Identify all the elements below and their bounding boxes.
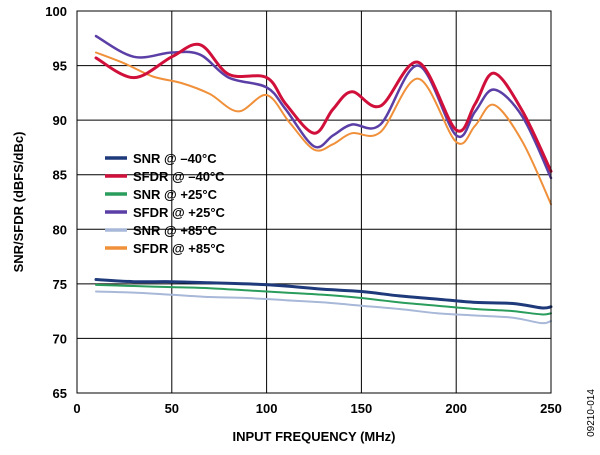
legend-label: SNR @ +85°C bbox=[133, 223, 218, 238]
series-line-4 bbox=[95, 290, 552, 325]
legend-label: SNR @ –40°C bbox=[133, 151, 217, 166]
legend-label: SNR @ +25°C bbox=[133, 187, 218, 202]
legend-label: SFDR @ +85°C bbox=[133, 241, 226, 256]
y-tick-label: 90 bbox=[53, 113, 67, 128]
series-line-1 bbox=[94, 42, 553, 173]
series-line-3 bbox=[94, 34, 553, 180]
series-line-0 bbox=[94, 278, 553, 310]
x-tick-label: 200 bbox=[445, 401, 467, 416]
y-tick-label: 85 bbox=[53, 168, 67, 183]
y-tick-label: 95 bbox=[53, 59, 67, 74]
x-axis-title: INPUT FREQUENCY (MHz) bbox=[233, 429, 396, 444]
legend: SNR @ –40°C SFDR @ –40°C SNR @ +25°C SFDR @… bbox=[105, 151, 226, 256]
y-tick-label: 65 bbox=[53, 386, 67, 401]
y-tick-label: 100 bbox=[45, 4, 67, 19]
y-axis-title: SNR/SFDR (dBFS/dBc) bbox=[11, 132, 26, 273]
legend-label: SFDR @ –40°C bbox=[133, 169, 225, 184]
y-tick-label: 75 bbox=[53, 277, 67, 292]
plot-frame bbox=[76, 10, 552, 394]
grid-layer bbox=[76, 10, 552, 394]
x-tick-label: 50 bbox=[165, 401, 179, 416]
figure-id: 09210-014 bbox=[586, 389, 597, 437]
x-tick-label: 250 bbox=[540, 401, 562, 416]
x-tick-label: 100 bbox=[256, 401, 278, 416]
series-line-5 bbox=[95, 51, 552, 206]
x-tick-label: 0 bbox=[73, 401, 80, 416]
y-tick-label: 80 bbox=[53, 222, 67, 237]
x-tick-label: 150 bbox=[351, 401, 373, 416]
y-tick-label: 70 bbox=[53, 331, 67, 346]
tick-layer: 0 50 100 150 200 250 65 70 75 80 85 90 95 100 bbox=[45, 4, 562, 416]
series-layer bbox=[94, 34, 553, 325]
legend-label: SFDR @ +25°C bbox=[133, 205, 226, 220]
series-line-2 bbox=[95, 283, 552, 316]
